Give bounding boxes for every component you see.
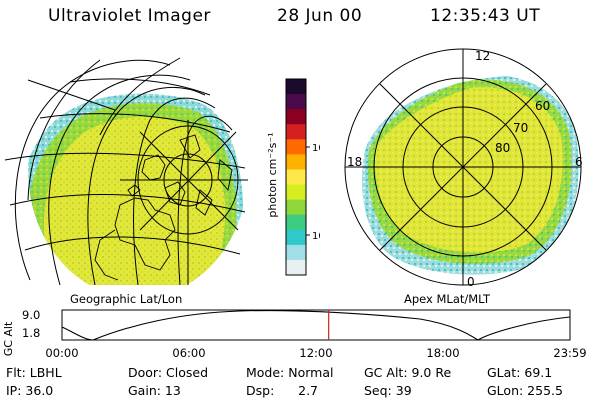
glon-value: GLon: 255.5 (487, 383, 563, 398)
mlt-label-6: 6 (575, 155, 583, 169)
geographic-caption: Geographic Lat/Lon (70, 292, 183, 306)
polar-labels: 12 18 6 0 60 70 80 (347, 49, 583, 289)
xtick-0600: 06:00 (172, 346, 205, 360)
xtick-2359: 23:59 (553, 346, 586, 360)
altitude-curve (61, 309, 571, 341)
colorbar-tick-10: 10 (312, 231, 320, 242)
instrument-title: Ultraviolet Imager (48, 6, 211, 26)
timeline-frame (61, 309, 571, 341)
colorbar: 100 10 photon cm⁻²s⁻¹ (260, 75, 331, 285)
gain-value: Gain: 13 (128, 383, 181, 398)
ip-value: IP: 36.0 (6, 383, 54, 398)
colorbar-band (286, 199, 306, 216)
colorbar-band (286, 154, 306, 170)
polar-aurora-image (345, 49, 581, 275)
colorbar-band (286, 79, 306, 95)
timeline-ytick-high: 9.0 (22, 308, 40, 322)
colorbar-scale (286, 79, 306, 276)
colorbar-band (286, 139, 306, 155)
colorbar-graphic: 100 10 photon cm⁻²s⁻¹ (266, 78, 331, 276)
filter-value: Flt: LBHL (6, 365, 62, 380)
timeline-xticks: 00:00 06:00 12:00 18:00 23:59 (45, 346, 586, 360)
colorbar-band (286, 109, 306, 125)
colorbar-band (286, 259, 306, 276)
xtick-1800: 18:00 (426, 346, 459, 360)
colorbar-tick-100: 100 (312, 143, 320, 154)
polar-map-panel: 12 18 6 0 60 70 80 (335, 40, 595, 290)
colorbar-band (286, 244, 306, 261)
colorbar-band (286, 184, 306, 201)
apex-caption: Apex MLat/MLT (404, 292, 491, 306)
colorbar-band (286, 124, 306, 140)
date-label: 28 Jun 00 (277, 6, 363, 26)
mlt-label-12: 12 (475, 49, 490, 63)
dsp-value: Dsp: 2.7 (246, 383, 319, 398)
colorbar-label: photon cm⁻²s⁻¹ (266, 132, 279, 217)
polar-map: 12 18 6 0 60 70 80 (344, 48, 583, 289)
geographic-map-panel (0, 40, 250, 286)
altitude-timeline: GC Alt 9.0 1.8 00:00 06:00 12:00 18:00 2… (0, 305, 600, 365)
geo-graticule (4, 57, 248, 286)
mode-value: Mode: Normal (246, 365, 334, 380)
mlt-label-18: 18 (347, 155, 362, 169)
colorbar-band (286, 169, 306, 186)
glat-value: GLat: 69.1 (487, 365, 553, 380)
mlat-label-70: 70 (513, 121, 528, 135)
gc-altitude-value: GC Alt: 9.0 Re (364, 365, 452, 380)
mlt-label-0: 0 (467, 275, 475, 289)
geographic-map (4, 57, 248, 286)
time-label: 12:35:43 UT (430, 6, 541, 26)
sequence-value: Seq: 39 (364, 383, 412, 398)
mlat-label-80: 80 (495, 141, 510, 155)
geo-coastlines (94, 134, 233, 281)
polar-grid (344, 48, 582, 286)
colorbar-band (286, 229, 306, 246)
door-status: Door: Closed (128, 365, 209, 380)
timeline-ylabel: GC Alt (2, 321, 15, 356)
timeline-ytick-low: 1.8 (22, 326, 40, 340)
altitude-timeline-plot: GC Alt 9.0 1.8 00:00 06:00 12:00 18:00 2… (2, 308, 587, 360)
colorbar-band (286, 214, 306, 231)
colorbar-band (286, 94, 306, 110)
xtick-0000: 00:00 (45, 346, 78, 360)
mlat-label-60: 60 (535, 99, 550, 113)
xtick-1200: 12:00 (299, 346, 332, 360)
